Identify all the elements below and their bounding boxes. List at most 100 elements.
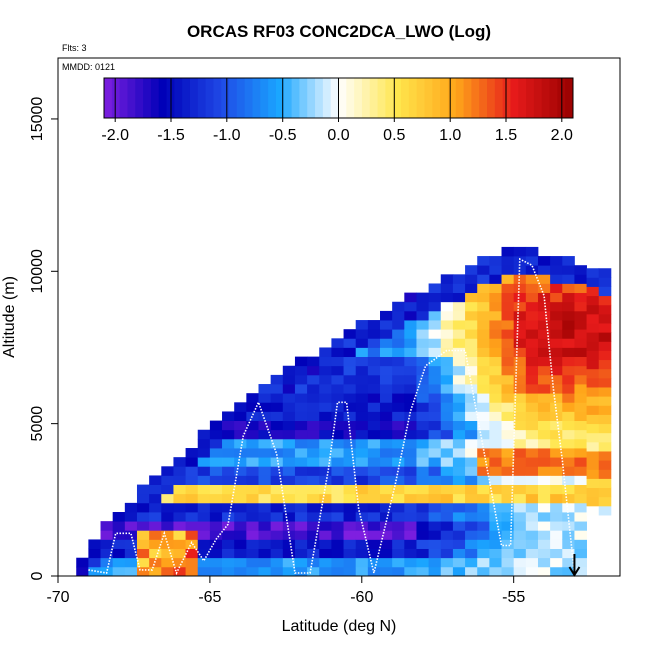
heatmap-cell [185,530,199,540]
colorbar-tick-label: 1.0 [439,127,461,144]
heatmap-cell [367,557,381,568]
heatmap-cell [416,475,430,485]
heatmap-cell [501,448,515,458]
heatmap-cell [258,384,272,394]
colorbar-segment [236,78,246,118]
heatmap-cell [331,512,344,522]
heatmap-cell [149,502,162,513]
heatmap-cell [294,493,308,504]
heatmap-cell [598,460,612,470]
heatmap-cell [355,374,369,385]
heatmap-cell [452,548,466,559]
heatmap-cell [489,310,502,321]
heatmap-cell [270,374,284,385]
heatmap-cell [294,566,308,577]
heatmap-cell [452,539,466,549]
heatmap-cell [173,457,186,467]
heatmap-cell [513,301,527,312]
heatmap-cell [562,475,575,485]
heatmap-cell [185,484,199,495]
heatmap-cell [331,484,344,495]
heatmap-cell [550,265,563,275]
heatmap-cell [598,451,612,461]
heatmap-cell [367,420,381,431]
heatmap-cell [319,566,332,577]
heatmap-cell [234,475,247,485]
heatmap-cell [586,304,600,315]
heatmap-cell [513,484,527,495]
heatmap-cell [270,493,284,504]
heatmap-cell [294,521,308,531]
heatmap-cell [513,310,527,321]
heatmap-cell [513,274,527,284]
heatmap-cell [367,502,381,513]
heatmap-cell [562,448,575,458]
heatmap-cell [124,539,138,549]
heatmap-cell [367,374,381,385]
heatmap-cell [416,374,430,385]
heatmap-cell [282,475,296,485]
heatmap-cell [222,502,235,513]
colorbar-segment [401,78,410,118]
heatmap-cell [525,329,539,339]
heatmap-cell [331,457,344,467]
heatmap-cell [477,539,490,549]
heatmap-cell [367,475,381,485]
colorbar-segment [119,78,128,118]
heatmap-cell [501,301,515,312]
heatmap-cell [76,566,89,577]
heatmap-cell [465,502,478,513]
heatmap-cell [574,374,587,385]
heatmap-cell [428,329,442,339]
heatmap-cell [489,438,502,449]
heatmap-cell [331,521,344,531]
heatmap-cell [246,402,259,412]
heatmap-cell [574,301,587,312]
heatmap-cell [258,411,272,421]
colorbar-segment [135,78,144,118]
heatmap-cell [392,402,405,412]
heatmap-cell [136,484,150,495]
heatmap-cell [513,530,527,540]
heatmap-cell [343,457,357,467]
heatmap-cell [465,530,478,540]
colorbar-segment [197,78,207,118]
heatmap-cell [428,548,442,559]
heatmap-cell [477,502,490,513]
heatmap-cell [367,411,381,421]
heatmap-cell [525,493,539,504]
heatmap-cell [222,493,235,504]
heatmap-cell [489,521,502,531]
heatmap-cell [404,502,417,513]
heatmap-cell [355,329,369,339]
heatmap-cell [440,548,454,559]
heatmap-cell [525,393,539,403]
heatmap-cell [282,466,296,476]
heatmap-cell [124,548,138,559]
heatmap-cell [465,393,478,403]
y-tick-label: 15000 [29,97,46,142]
heatmap-cell [428,448,442,458]
heatmap-cell [525,557,539,568]
heatmap-cell [222,557,235,568]
heatmap-cell [550,484,563,495]
heatmap-cell [574,292,587,303]
heatmap-cell [501,265,515,275]
heatmap-cell [246,512,259,522]
heatmap-cell [380,530,393,540]
heatmap-cell [477,338,490,348]
colorbar-segment [346,78,355,118]
heatmap-cell [537,466,551,476]
x-tick-label: -55 [502,589,525,606]
colorbar-tick-label: 0.0 [327,127,349,144]
heatmap-cell [136,502,150,513]
heatmap-cell [294,502,308,513]
colorbar-segment [244,78,254,118]
heatmap-cell [270,420,284,431]
heatmap-cell [294,429,308,440]
heatmap-cell [562,548,575,559]
heatmap-cell [355,338,369,348]
heatmap-cell [465,566,478,577]
heatmap-cell [562,356,575,367]
heatmap-cell [452,475,466,485]
